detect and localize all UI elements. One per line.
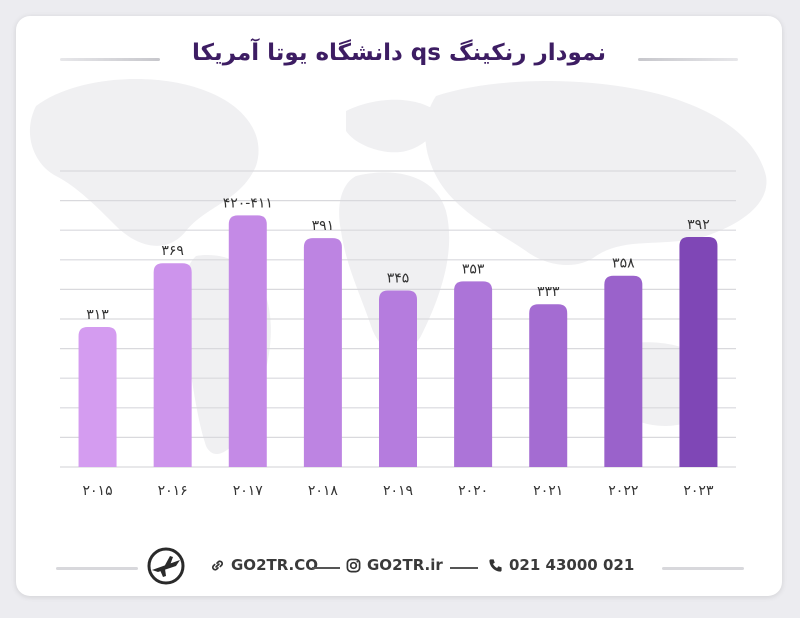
phone-icon [489, 558, 502, 572]
x-tick-label: ۲۰۲۱ [533, 483, 563, 499]
instagram-icon [346, 558, 361, 572]
footer-decor-right [662, 567, 744, 570]
data-label: ۳۹۱ [312, 218, 335, 234]
x-tick-label: ۲۰۲۲ [608, 483, 638, 499]
website-item[interactable]: GO2TR.CO [210, 556, 318, 574]
airplane-logo-icon [147, 547, 185, 585]
phone-item[interactable]: 021 43000 021 [488, 556, 634, 574]
bar [679, 237, 718, 467]
data-label: ۳۵۸ [612, 256, 635, 272]
link-icon [212, 559, 223, 571]
chart-card: نمودار رنکینگ qs دانشگاه یوتا آمریکا ۳۱۳… [16, 16, 782, 596]
data-label: ۳۵۳ [462, 261, 485, 277]
bar [153, 263, 192, 467]
bar [228, 215, 267, 467]
data-label: ۴۲۰-۴۱۱ [223, 195, 273, 211]
data-label: ۳۹۲ [687, 217, 710, 233]
x-tick-label: ۲۰۲۳ [683, 483, 714, 499]
chart-title: نمودار رنکینگ qs دانشگاه یوتا آمریکا [192, 40, 606, 66]
data-label: ۳۱۳ [86, 307, 109, 323]
x-tick-label: ۲۰۱۵ [83, 483, 113, 499]
bar [529, 304, 568, 467]
bar-chart: ۳۱۳ ۲۰۱۵ ۳۶۹ ۲۰۱۶ ۴۲۰-۴۱۱ ۲۰۱۷ ۳۹۱ ۲۰۱۸ ۳۴۵ ۲۰۱۹ ۳… [60, 170, 736, 499]
title-decor-left [60, 58, 160, 61]
bar [604, 275, 643, 467]
instagram-text: GO2TR.ir [367, 556, 443, 574]
footer-separator [450, 567, 478, 569]
footer: GO2TR.CO GO2TR.ir 021 43000 021 [16, 546, 782, 586]
data-label: ۳۶۹ [161, 243, 184, 259]
bar [379, 290, 417, 467]
instagram-item[interactable]: GO2TR.ir [346, 556, 443, 574]
title-decor-right [638, 58, 738, 61]
data-label: ۳۳۳ [537, 284, 560, 300]
bar [78, 326, 117, 467]
x-tick-label: ۲۰۱۸ [308, 483, 339, 499]
title-row: نمودار رنکینگ qs دانشگاه یوتا آمریکا [16, 38, 782, 78]
bar [303, 238, 342, 467]
bar [454, 281, 493, 467]
x-tick-label: ۲۰۲۰ [458, 483, 488, 499]
x-tick-label: ۲۰۱۷ [233, 483, 264, 499]
phone-text: 021 43000 021 [509, 556, 635, 574]
website-text: GO2TR.CO [231, 556, 319, 574]
x-tick-label: ۲۰۱۹ [383, 483, 413, 499]
footer-separator [312, 567, 340, 569]
x-tick-label: ۲۰۱۶ [158, 483, 188, 499]
footer-decor-left [56, 567, 138, 570]
data-label: ۳۴۵ [387, 271, 410, 287]
